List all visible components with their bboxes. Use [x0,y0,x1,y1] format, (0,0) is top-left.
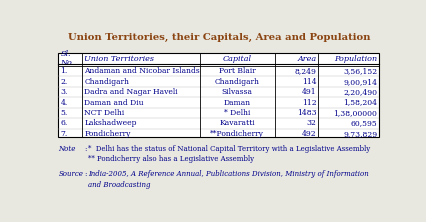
Text: Note: Note [58,145,75,153]
Text: Union Territories, their Capitals, Area and Population: Union Territories, their Capitals, Area … [67,33,369,42]
Text: 1483: 1483 [296,109,316,117]
Text: Daman: Daman [223,99,250,107]
Text: Sl.
No.: Sl. No. [60,50,75,67]
Text: NCT Delhi: NCT Delhi [84,109,124,117]
Text: Dadra and Nagar Haveli: Dadra and Nagar Haveli [84,88,178,96]
Text: 9,00,914: 9,00,914 [343,78,377,86]
Text: Chandigarh: Chandigarh [84,78,129,86]
Text: 1,58,204: 1,58,204 [343,99,377,107]
Text: Andaman and Nicobar Islands: Andaman and Nicobar Islands [84,67,200,75]
Text: **Pondicherry: **Pondicherry [210,130,264,138]
Text: 9,73,829: 9,73,829 [343,130,377,138]
Text: 60,595: 60,595 [350,119,377,127]
Text: Pondicherry: Pondicherry [84,130,130,138]
Text: 492: 492 [301,130,316,138]
Text: India-2005, A Reference Annual, Publications Division, Ministry of Information: India-2005, A Reference Annual, Publicat… [88,170,368,178]
Text: *  Delhi has the status of National Capital Territory with a Legislative Assembl: * Delhi has the status of National Capit… [88,145,369,153]
Text: Lakshadweep: Lakshadweep [84,119,137,127]
Text: 6.: 6. [60,119,67,127]
Text: Area: Area [296,55,316,63]
Text: * Delhi: * Delhi [224,109,250,117]
Text: 3.: 3. [60,88,68,96]
Text: 3,56,152: 3,56,152 [343,67,377,75]
Text: Daman and Diu: Daman and Diu [84,99,144,107]
Text: Union Territories: Union Territories [84,55,154,63]
Text: Capital: Capital [222,55,251,63]
Text: 2.: 2. [60,78,67,86]
Text: :: : [83,145,86,153]
Text: 32: 32 [306,119,316,127]
Text: Chandigarh: Chandigarh [214,78,259,86]
Text: Port Blair: Port Blair [219,67,255,75]
Text: :: : [83,170,86,178]
Text: and Broadcasting: and Broadcasting [88,181,150,189]
Text: Population: Population [334,55,377,63]
Text: ** Pondicherry also has a Legislative Assembly: ** Pondicherry also has a Legislative As… [88,155,253,163]
Text: 7.: 7. [60,130,67,138]
Text: Silvassa: Silvassa [221,88,252,96]
Text: 8,249: 8,249 [294,67,316,75]
Text: 114: 114 [301,78,316,86]
Text: 1.: 1. [60,67,67,75]
Text: 5.: 5. [60,109,67,117]
Text: 112: 112 [301,99,316,107]
Text: 4.: 4. [60,99,67,107]
Text: Kavaratti: Kavaratti [219,119,254,127]
Text: 2,20,490: 2,20,490 [343,88,377,96]
Text: 491: 491 [301,88,316,96]
Text: Source: Source [58,170,83,178]
Text: 1,38,00000: 1,38,00000 [333,109,377,117]
